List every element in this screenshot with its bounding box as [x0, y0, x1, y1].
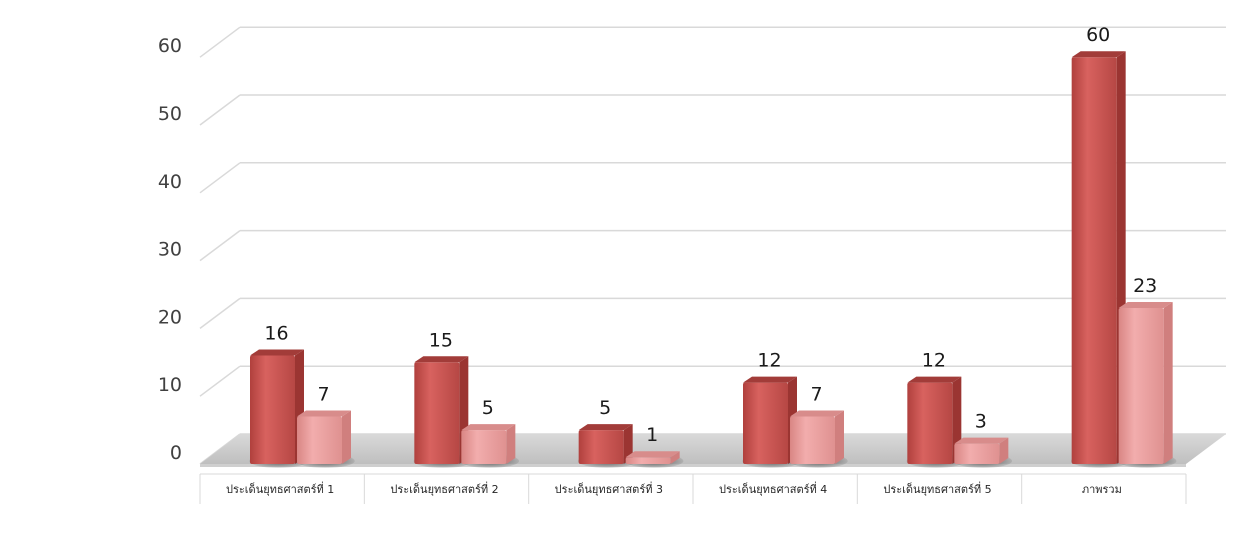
bar-top [578, 424, 633, 431]
y-tick-label-50: 50 [158, 103, 182, 125]
bar-top [625, 451, 680, 458]
bar-front [578, 430, 624, 464]
y-tick-label-60: 60 [158, 35, 182, 57]
y-tick-label-0: 0 [170, 442, 182, 464]
value-label-3-1: 5 [599, 397, 611, 419]
bar-top [297, 410, 351, 417]
gridline-diagonal-40 [199, 162, 241, 194]
floor-front [200, 464, 1186, 467]
gridline-diagonal-50 [199, 94, 241, 126]
gridline-diagonal-20 [199, 297, 241, 329]
value-label-5-1: 12 [922, 350, 946, 372]
bar-1-series-2 [296, 410, 355, 468]
y-axis: 0 10 20 30 40 50 60 [158, 35, 182, 464]
bars [249, 51, 1177, 468]
bar-3-series-1 [577, 424, 637, 468]
y-tick-label-10: 10 [158, 374, 182, 396]
bar-top [1118, 302, 1173, 309]
bar-top [461, 424, 516, 431]
y-tick-label-40: 40 [158, 171, 182, 193]
bar-top [743, 376, 797, 383]
bar-side [506, 424, 516, 464]
value-labels: 16 7 15 5 5 1 12 7 12 3 60 23 [264, 24, 1157, 446]
category-label-6: ภาพรวม [1082, 483, 1122, 496]
category-label-4: ประเด็นยุทธศาสตร์ที่ 4 [719, 481, 827, 496]
value-label-1-1: 16 [264, 323, 288, 345]
gridlines [199, 26, 1226, 465]
bar-2-series-1 [413, 356, 473, 468]
bar-top [414, 356, 469, 363]
value-label-2-1: 15 [429, 329, 453, 351]
category-label-1: ประเด็นยุทธศาสตร์ที่ 1 [226, 481, 334, 496]
value-label-6-1: 60 [1086, 24, 1110, 46]
bar-top [954, 437, 1009, 444]
bar-front [790, 416, 835, 464]
value-label-6-2: 23 [1133, 275, 1157, 297]
bar-front [414, 362, 460, 464]
bar-side [670, 451, 680, 464]
value-label-4-1: 12 [757, 350, 781, 372]
bar-4-series-2 [789, 410, 848, 468]
bar-top [250, 349, 304, 356]
y-tick-label-30: 30 [158, 239, 182, 261]
bar-front [907, 382, 953, 464]
bar-side [835, 410, 844, 464]
bar-side [1163, 302, 1173, 464]
bar-2-series-2 [460, 424, 520, 468]
gridline-diagonal-30 [199, 230, 241, 262]
gridline-diagonal-60 [199, 26, 241, 58]
value-label-5-2: 3 [975, 411, 987, 433]
bar-side [999, 437, 1009, 464]
bar-1-series-1 [249, 349, 308, 468]
gridline-diagonal-10 [199, 365, 241, 397]
bar-front [1118, 308, 1164, 464]
value-label-1-2: 7 [317, 384, 329, 406]
value-label-3-2: 1 [646, 424, 658, 446]
bar-side [342, 410, 351, 464]
bar-top [907, 376, 962, 383]
y-tick-label-20: 20 [158, 306, 182, 328]
bar-top [1071, 51, 1126, 58]
x-axis: ประเด็นยุทธศาสตร์ที่ 1 ประเด็นยุทธศาสตร์ท… [199, 473, 1187, 504]
bar-top [790, 410, 844, 417]
bar-front [1071, 57, 1117, 464]
bar-side [623, 424, 633, 464]
category-label-3: ประเด็นยุทธศาสตร์ที่ 3 [555, 481, 663, 496]
value-label-4-2: 7 [810, 384, 822, 406]
bar-3-series-2 [624, 451, 684, 468]
bar-5-series-2 [953, 437, 1013, 468]
value-label-2-2: 5 [482, 397, 494, 419]
bar-front [954, 443, 1000, 464]
category-label-5: ประเด็นยุทธศาสตร์ที่ 5 [883, 481, 991, 496]
bar-front [743, 382, 788, 464]
bar-front [250, 355, 295, 464]
bar-6-series-2 [1117, 302, 1177, 468]
category-label-2: ประเด็นยุทธศาสตร์ที่ 2 [390, 481, 498, 496]
bar-front [297, 416, 342, 464]
bar-front [625, 457, 671, 464]
bar-front [461, 430, 507, 464]
